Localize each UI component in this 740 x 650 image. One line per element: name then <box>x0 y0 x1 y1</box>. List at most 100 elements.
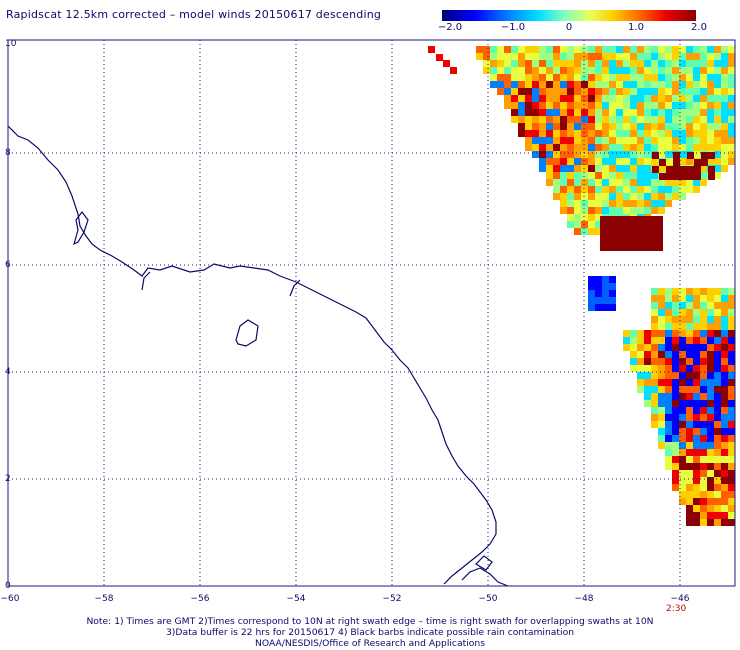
lon-tick-label: −60 <box>0 594 20 604</box>
swath-cell <box>658 379 665 386</box>
swath-cell <box>497 53 504 60</box>
swath-cell <box>693 309 700 316</box>
swath-cell <box>665 200 672 207</box>
swath-cell <box>714 302 721 309</box>
swath-cell <box>686 116 693 123</box>
swath-cell <box>644 81 651 88</box>
swath-cell <box>532 130 539 137</box>
swath-cell <box>602 151 609 158</box>
swath-cell <box>644 393 651 400</box>
swath-cell <box>714 46 721 53</box>
swath-cell <box>539 46 546 53</box>
swath-cell <box>686 372 693 379</box>
swath-cell <box>595 102 602 109</box>
swath-cell <box>600 230 607 237</box>
swath-cell <box>728 158 735 165</box>
swath-cell <box>693 46 700 53</box>
swath-cell <box>672 46 679 53</box>
swath-cell <box>686 81 693 88</box>
swath-cell <box>630 179 637 186</box>
swath-cell <box>651 81 658 88</box>
swath-cell <box>539 130 546 137</box>
swath-cell <box>595 88 602 95</box>
swath-cell <box>628 237 635 244</box>
swath-cell <box>672 330 679 337</box>
swath-cell <box>504 88 511 95</box>
swath-cell <box>672 463 679 470</box>
swath-cell <box>546 172 553 179</box>
swath-cell <box>707 81 714 88</box>
swath-cell <box>623 116 630 123</box>
swath-cell <box>721 330 728 337</box>
swath-cell <box>721 491 728 498</box>
swath-cell <box>672 130 679 137</box>
swath-cell <box>686 519 693 526</box>
swath-cell <box>644 116 651 123</box>
footer-credit: NOAA/NESDIS/Office of Research and Appli… <box>255 638 485 649</box>
swath-cell <box>714 372 721 379</box>
swath-cell <box>728 323 735 330</box>
swath-cell <box>644 109 651 116</box>
swath-cell <box>728 428 735 435</box>
swath-cell <box>642 216 649 223</box>
chart-title: Rapidscat 12.5km corrected – model winds… <box>6 8 382 21</box>
swath-cell <box>721 365 728 372</box>
swath-cell <box>635 237 642 244</box>
swath-cell <box>679 484 686 491</box>
swath-cell <box>651 386 658 393</box>
swath-cell <box>588 158 595 165</box>
swath-cell <box>721 407 728 414</box>
swath-cell <box>714 386 721 393</box>
swath-cell <box>728 337 735 344</box>
swath-cell <box>497 81 504 88</box>
swath-cell <box>637 46 644 53</box>
swath-cell <box>588 276 595 283</box>
swath-cell <box>714 95 721 102</box>
swath-cell <box>679 179 686 186</box>
lat-tick-label: 4 <box>5 367 11 377</box>
swath-cell <box>651 186 658 193</box>
swath-cell <box>686 102 693 109</box>
swath-cell <box>644 60 651 67</box>
swath-cell <box>553 109 560 116</box>
swath-cell <box>588 186 595 193</box>
swath-cell <box>700 400 707 407</box>
swath-cell <box>658 323 665 330</box>
swath-cell <box>694 159 701 166</box>
swath-cell <box>714 442 721 449</box>
swath-cell <box>595 172 602 179</box>
swath-cell <box>728 46 735 53</box>
swath-cell <box>658 442 665 449</box>
swath-cell <box>609 200 616 207</box>
swath-cell <box>595 130 602 137</box>
swath-cell <box>644 95 651 102</box>
swath-cell <box>714 172 721 179</box>
swath-cell <box>707 53 714 60</box>
swath-cell <box>637 137 644 144</box>
swath-cell <box>574 228 581 235</box>
swath-cell <box>721 109 728 116</box>
swath-cell <box>567 46 574 53</box>
swath-cell <box>721 67 728 74</box>
swath-cell <box>714 67 721 74</box>
swath-cell <box>700 60 707 67</box>
swath-cell <box>672 407 679 414</box>
swath-cell <box>707 116 714 123</box>
swath-cell <box>651 316 658 323</box>
swath-cell <box>518 109 525 116</box>
swath-cell <box>637 193 644 200</box>
swath-cell <box>672 365 679 372</box>
swath-cell <box>532 102 539 109</box>
swath-cell <box>623 102 630 109</box>
swath-cell <box>707 74 714 81</box>
swath-cell <box>588 53 595 60</box>
swath-cell <box>651 393 658 400</box>
swath-cell <box>567 158 574 165</box>
swath-cell <box>700 130 707 137</box>
swath-cell <box>665 46 672 53</box>
swath-cell <box>546 67 553 74</box>
swath-cell <box>574 179 581 186</box>
swath-cell <box>539 144 546 151</box>
swath-cell <box>721 288 728 295</box>
swath-cell <box>616 67 623 74</box>
